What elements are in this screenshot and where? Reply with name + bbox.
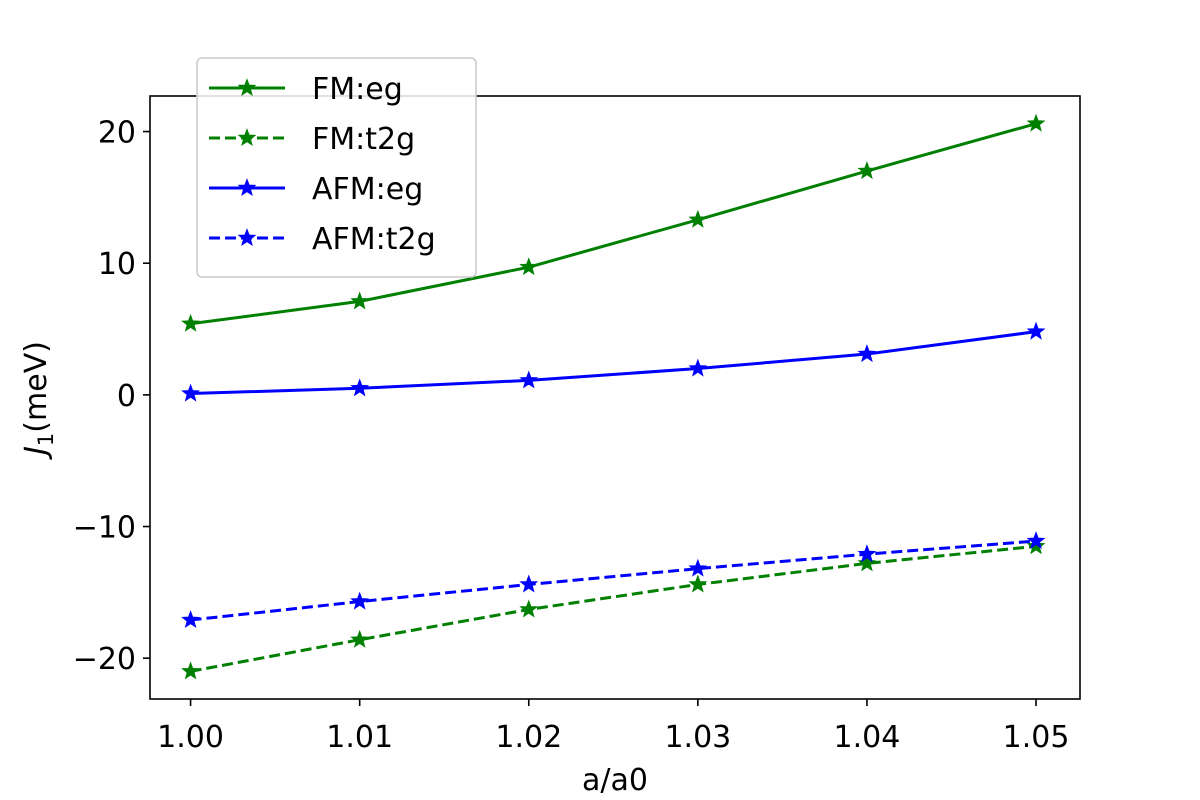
series-line-fm-t2g bbox=[190, 544, 1037, 673]
x-tick-label: 1.00 bbox=[157, 720, 224, 755]
x-tick-label: 1.03 bbox=[664, 720, 731, 755]
data-point-fm-t2g bbox=[519, 599, 539, 618]
data-point-fm-eg bbox=[519, 257, 539, 276]
y-tick-label: −20 bbox=[73, 642, 136, 677]
legend-marker-fm-eg bbox=[237, 78, 257, 97]
y-tick-label: −10 bbox=[73, 511, 136, 546]
data-point-afm-t2g bbox=[857, 544, 877, 563]
data-point-afm-t2g bbox=[519, 574, 539, 593]
series-line-fm-eg bbox=[190, 122, 1037, 326]
data-point-afm-eg bbox=[350, 378, 370, 397]
data-point-fm-t2g bbox=[688, 574, 708, 593]
y-tick-label: 20 bbox=[98, 116, 136, 151]
data-point-afm-t2g bbox=[1026, 531, 1046, 550]
data-point-fm-eg bbox=[350, 291, 370, 310]
data-point-afm-eg bbox=[181, 383, 201, 402]
data-point-afm-eg bbox=[519, 370, 539, 389]
data-point-fm-t2g bbox=[857, 553, 877, 572]
data-point-afm-t2g bbox=[181, 610, 201, 629]
data-point-fm-eg bbox=[857, 161, 877, 180]
legend-marker-fm-t2g bbox=[237, 128, 257, 147]
x-tick-label: 1.05 bbox=[1003, 720, 1070, 755]
data-point-afm-eg bbox=[857, 344, 877, 363]
y-axis-label: J1(meV) bbox=[19, 341, 58, 460]
data-point-afm-t2g bbox=[350, 591, 370, 610]
data-point-afm-eg bbox=[1026, 321, 1046, 340]
x-axis-label: a/a0 bbox=[582, 763, 648, 798]
data-point-fm-t2g bbox=[350, 629, 370, 648]
series-layer bbox=[181, 113, 1046, 680]
legend-marker-afm-t2g bbox=[237, 228, 257, 247]
legend-label-afm-t2g: AFM:t2g bbox=[312, 222, 436, 257]
y-tick-label: 10 bbox=[98, 247, 136, 282]
legend-frame bbox=[196, 57, 477, 278]
data-point-fm-eg bbox=[688, 209, 708, 228]
x-axis: 1.00 1.01 1.02 1.03 1.04 1.05 bbox=[157, 699, 1069, 755]
legend: FM:eg FM:t2g AFM:eg AFM:t2g bbox=[196, 57, 477, 278]
series-line-afm-t2g bbox=[190, 539, 1037, 622]
series-line-afm-eg bbox=[190, 330, 1037, 396]
plot-frame bbox=[149, 95, 1081, 700]
data-point-fm-eg bbox=[181, 313, 201, 332]
data-point-fm-t2g bbox=[1026, 536, 1046, 555]
y-axis-label-subscript: 1 bbox=[34, 433, 58, 446]
y-axis-label-unit: (meV) bbox=[19, 341, 54, 433]
y-axis: 20 10 0 −10 −20 bbox=[73, 116, 150, 677]
data-point-fm-t2g bbox=[181, 661, 201, 680]
y-axis-label-symbol: J bbox=[19, 446, 54, 460]
x-tick-label: 1.01 bbox=[326, 720, 393, 755]
legend-label-afm-eg: AFM:eg bbox=[312, 172, 423, 207]
data-point-afm-t2g bbox=[688, 558, 708, 577]
legend-marker-afm-eg bbox=[237, 178, 257, 197]
data-point-afm-eg bbox=[688, 358, 708, 377]
x-tick-label: 1.02 bbox=[495, 720, 562, 755]
y-tick-label: 0 bbox=[117, 379, 136, 414]
legend-label-fm-t2g: FM:t2g bbox=[312, 122, 415, 157]
legend-label-fm-eg: FM:eg bbox=[312, 72, 403, 107]
data-point-fm-eg bbox=[1026, 113, 1046, 132]
x-tick-label: 1.04 bbox=[834, 720, 901, 755]
